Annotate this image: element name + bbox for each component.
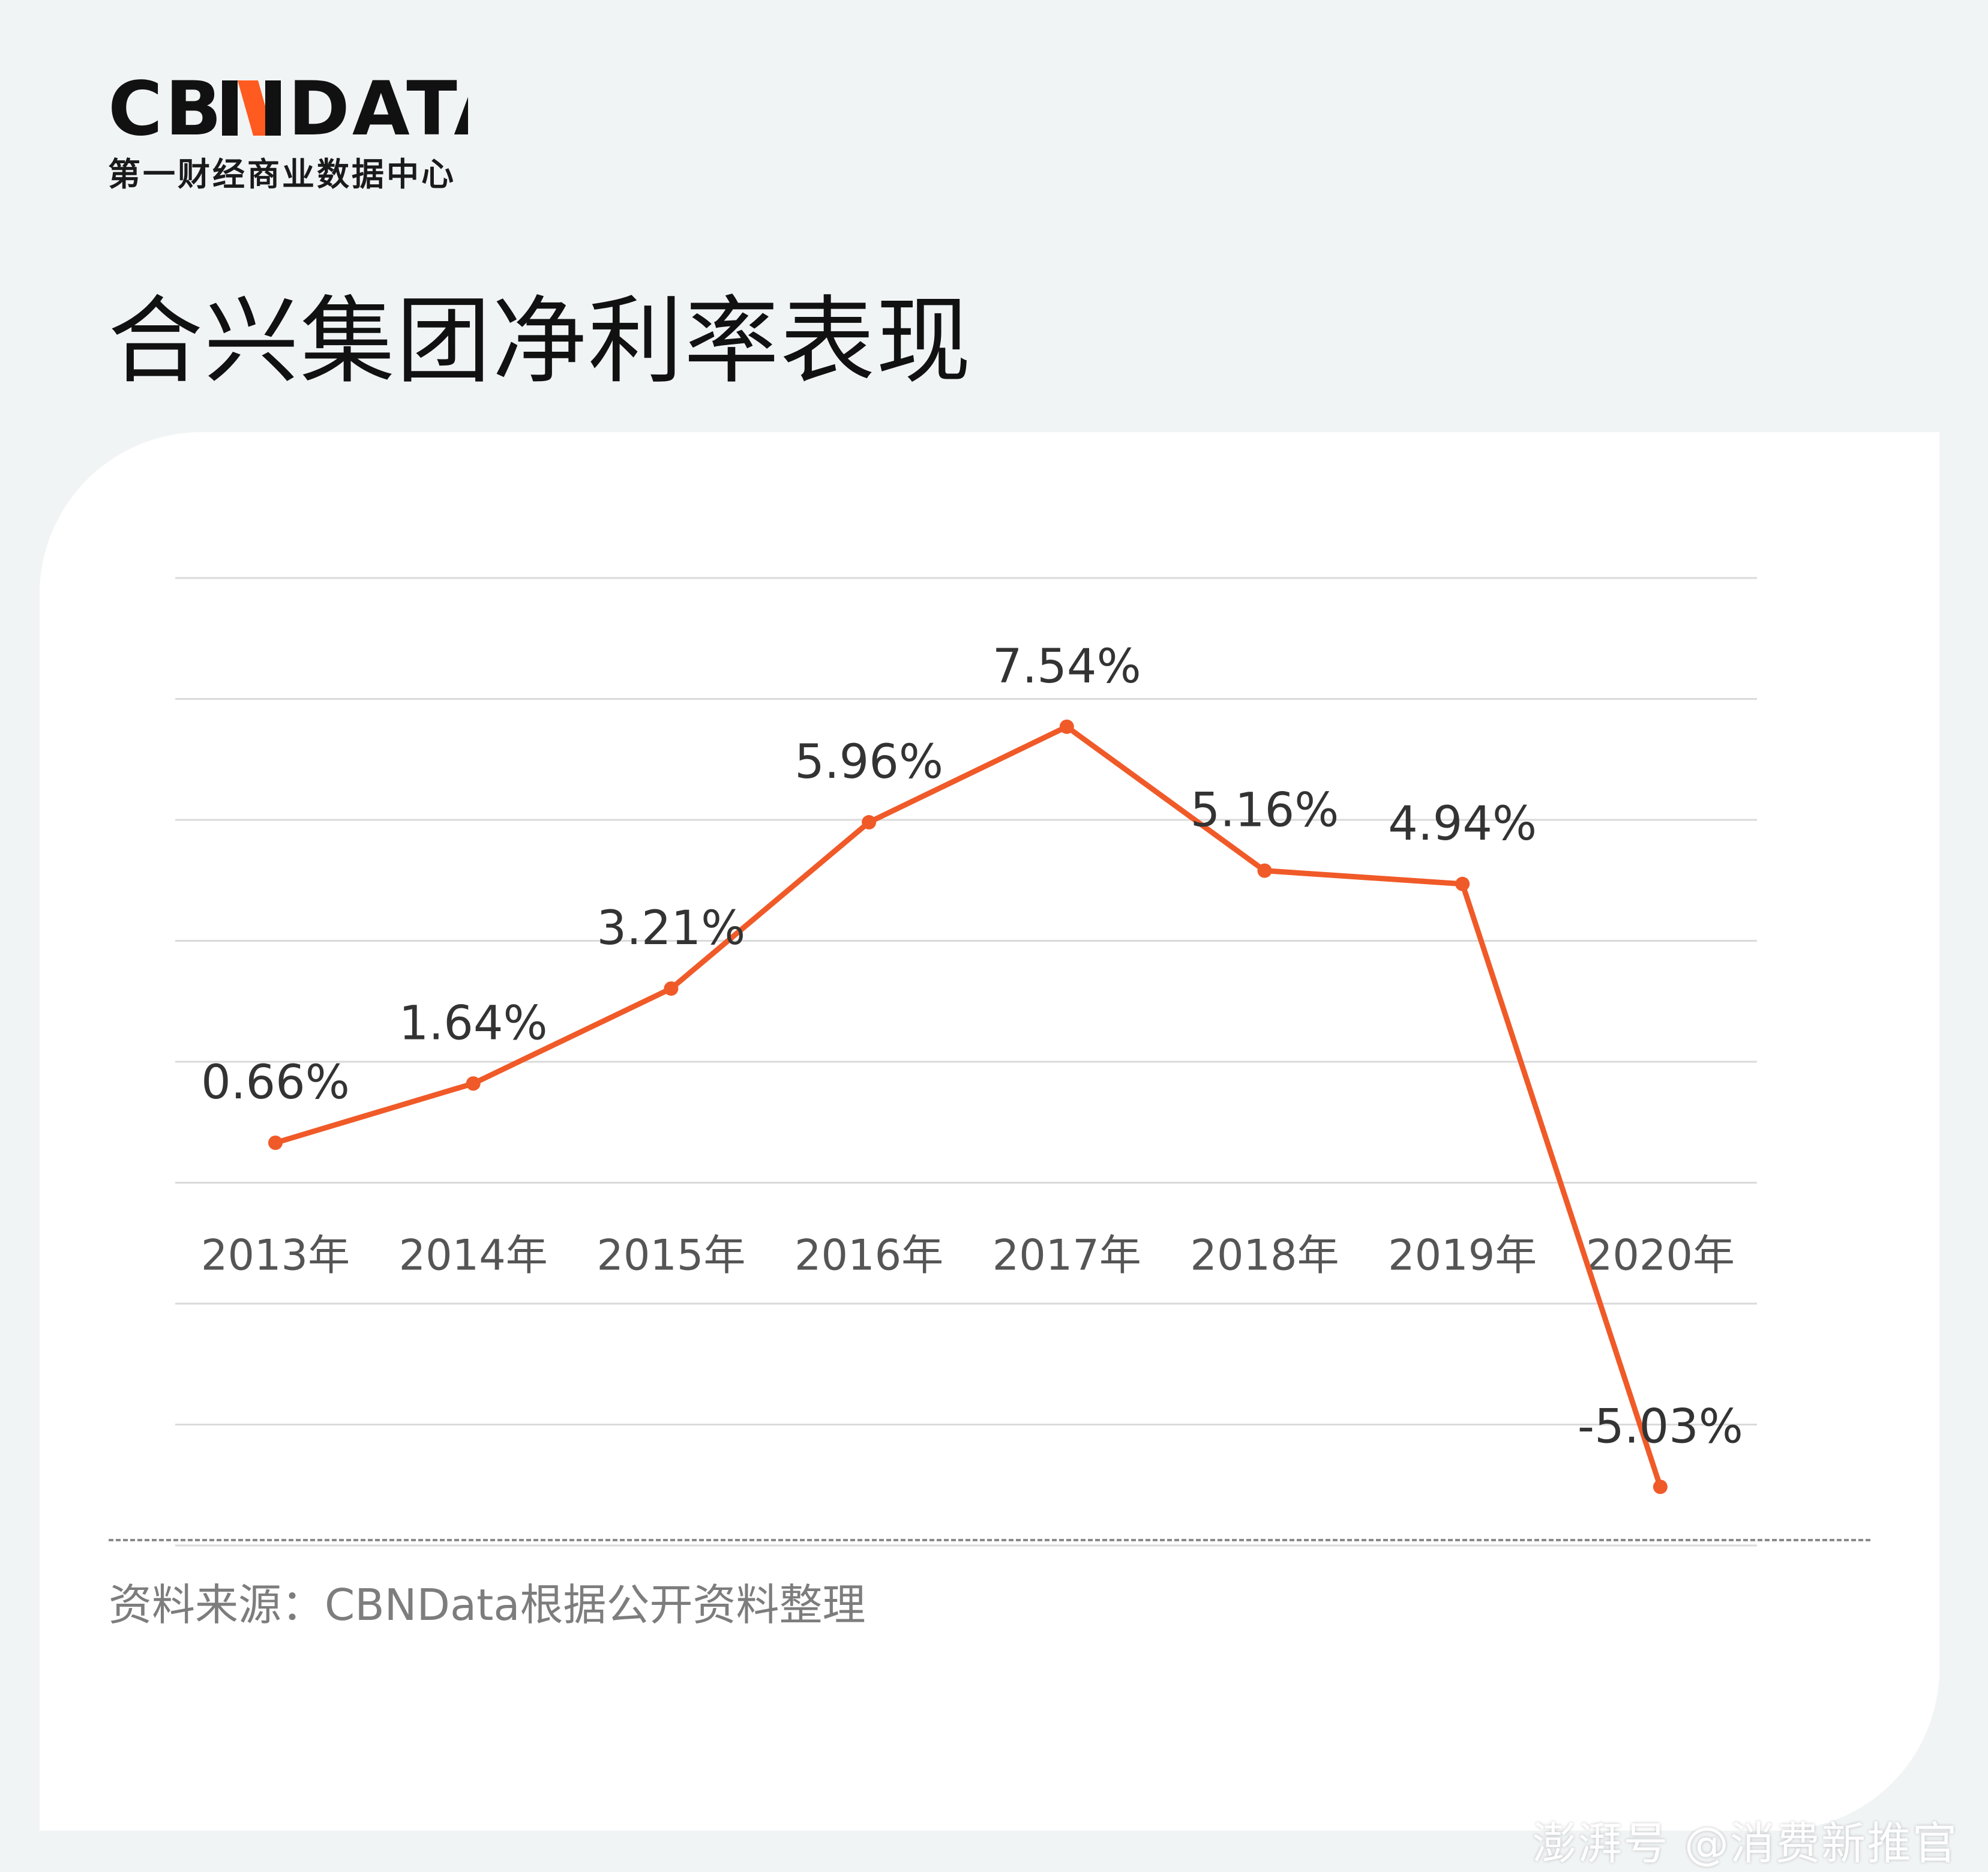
- data-label: 5.96%: [794, 735, 943, 789]
- x-tick-label: 2015年: [596, 1231, 745, 1280]
- page-title: 合兴集团净利率表现: [108, 286, 972, 397]
- x-tick-label: 2019年: [1388, 1231, 1537, 1280]
- x-tick-label: 2016年: [794, 1231, 943, 1280]
- x-tick-label: 2020年: [1586, 1231, 1735, 1280]
- brand-logo: CB DATA 第一财经商业数据中心: [108, 72, 480, 195]
- data-point: [268, 1136, 283, 1151]
- data-point: [466, 1076, 481, 1091]
- data-label: 1.64%: [399, 996, 548, 1050]
- data-point: [1059, 719, 1074, 734]
- dashed-divider: [109, 1539, 1870, 1541]
- x-tick-label: 2013年: [201, 1231, 350, 1280]
- logo-n-mark: [222, 80, 281, 136]
- data-label: 0.66%: [201, 1056, 350, 1110]
- data-point: [1653, 1479, 1668, 1494]
- x-tick-label: 2017年: [992, 1231, 1141, 1280]
- cbndata-logo-icon: CB DATA: [108, 72, 468, 144]
- x-tick-label: 2014年: [399, 1231, 548, 1280]
- data-label: -5.03%: [1578, 1400, 1743, 1454]
- svg-text:DATA: DATA: [288, 72, 468, 144]
- line-chart: 2013年 2014年 2015年 2016年 2017年 2018年 2019年 2020年…: [175, 577, 1757, 1547]
- data-point: [1257, 863, 1272, 878]
- data-point: [1455, 876, 1470, 891]
- logo-wordmark: CB: [108, 72, 224, 144]
- data-point: [862, 815, 877, 830]
- watermark: 澎湃号 @消费新推官: [1532, 1818, 1958, 1870]
- source-note: 资料来源：CBNData根据公开资料整理: [109, 1580, 866, 1630]
- x-tick-label: 2018年: [1190, 1231, 1339, 1280]
- data-point: [664, 981, 679, 996]
- brand-tagline: 第一财经商业数据中心: [108, 155, 456, 193]
- data-label: 7.54%: [992, 640, 1141, 694]
- data-label: 5.16%: [1191, 784, 1339, 838]
- chart-card: 2013年 2014年 2015年 2016年 2017年 2018年 2019年 2020年…: [40, 432, 1939, 1831]
- data-label: 4.94%: [1388, 797, 1537, 851]
- data-label: 3.21%: [597, 901, 746, 956]
- series-line: [272, 724, 1663, 1490]
